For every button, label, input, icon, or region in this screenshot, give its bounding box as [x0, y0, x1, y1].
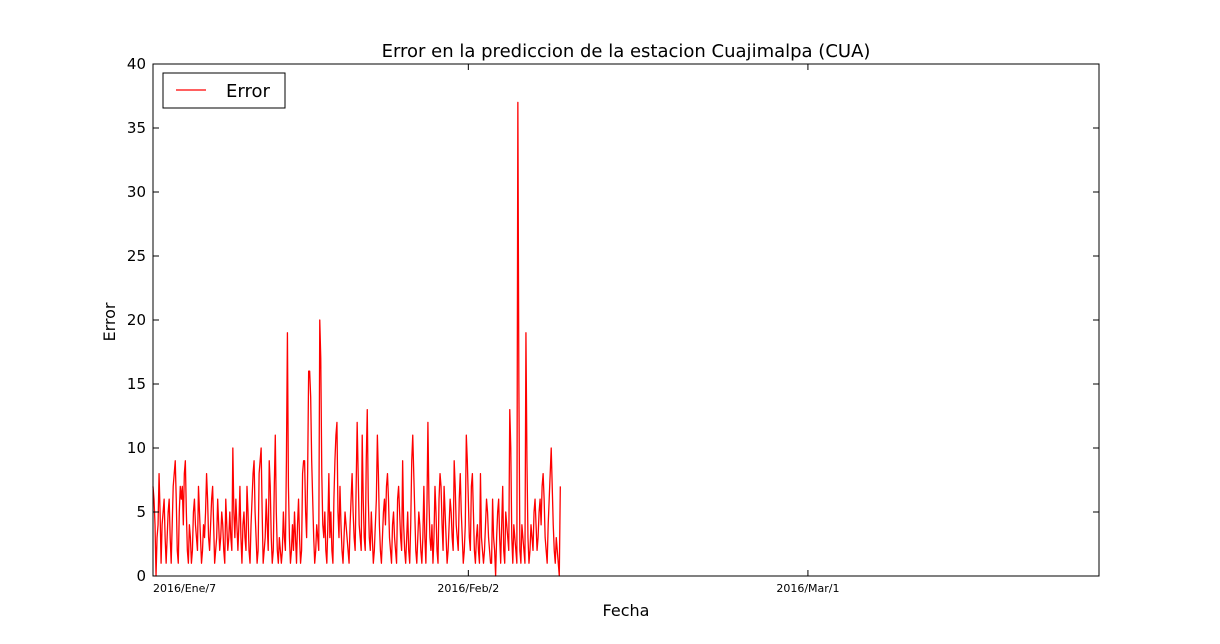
series-line-error	[152, 101, 561, 577]
y-tick-label: 20	[127, 311, 146, 329]
x-tick-label: 2016/Mar/1	[776, 582, 839, 595]
x-tick-label: 2016/Feb/2	[437, 582, 499, 595]
y-tick-label: 25	[127, 247, 146, 265]
y-tick-label: 10	[127, 439, 146, 457]
y-tick-label: 15	[127, 375, 146, 393]
y-tick-label: 30	[127, 183, 146, 201]
chart-title: Error en la prediccion de la estacion Cu…	[382, 41, 871, 62]
y-tick-label: 35	[127, 119, 146, 137]
plot-background	[153, 64, 1099, 576]
y-axis: 0 5 10 15 20 25 30 35 40	[127, 55, 1099, 585]
y-tick-label: 5	[136, 503, 146, 521]
legend: Error	[162, 72, 286, 109]
x-axis-title: Fecha	[603, 601, 650, 620]
legend-label-error: Error	[226, 81, 270, 102]
y-tick-label: 40	[127, 55, 146, 73]
x-axis: 2016/Ene/7 2016/Feb/2 2016/Mar/1	[152, 64, 840, 595]
series-layer	[152, 101, 561, 577]
y-axis-title: Error	[100, 302, 119, 341]
y-tick-label: 0	[136, 567, 146, 585]
x-tick-label: 2016/Ene/7	[153, 582, 216, 595]
legend-box	[162, 72, 286, 109]
